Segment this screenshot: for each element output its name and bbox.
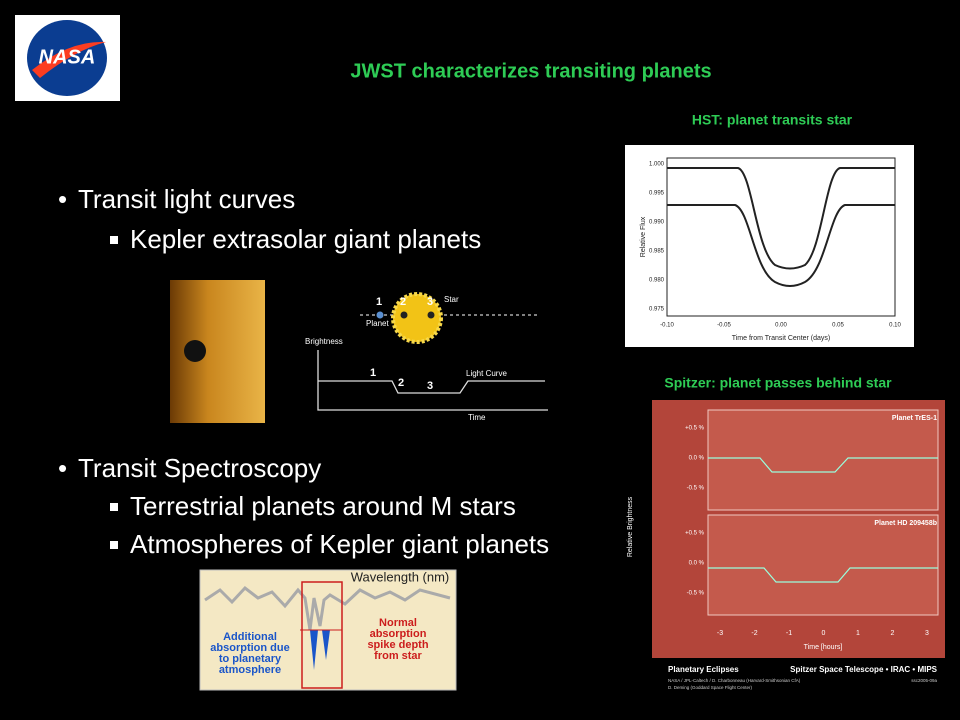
wavelength-label: Wavelength (nm): [351, 569, 450, 584]
step-label: 1: [370, 367, 376, 379]
logo-swoosh: [32, 41, 106, 78]
bullet-text: Transit light curves: [78, 184, 295, 214]
bullet-list: • Transit light curves Kepler extrasolar…: [58, 184, 549, 559]
hst-panel: [625, 145, 914, 347]
step-label: 3: [427, 296, 433, 308]
hst-x-tick-label: 0.05: [832, 323, 844, 329]
spitzer-y-tick-label: +0.5 %: [685, 426, 705, 432]
hst-y-tick-label: 1.000: [649, 162, 665, 168]
logo-text: NASA: [39, 46, 96, 68]
spectrum-figure: Wavelength (nm): [199, 569, 457, 691]
spectrum-note-right: from star: [374, 650, 422, 662]
time-label: Time: [468, 413, 486, 422]
panel-label: Planet HD 209458b: [874, 520, 937, 527]
hst-curve-lower: [667, 204, 895, 287]
spitzer-footer: Planetary Eclipses: [668, 665, 739, 674]
sub-bullet-text: Atmospheres of Kepler giant planets: [130, 529, 549, 559]
eclipse-model: [708, 457, 938, 473]
planet-position: [427, 311, 435, 319]
image-id: ssc2005-09a: [911, 678, 937, 683]
hst-curve-upper: [667, 167, 895, 270]
hst-y-tick-label: 0.995: [649, 191, 665, 197]
spectrum-note-right: Normal: [379, 617, 417, 629]
spitzer-x-tick-label: -1: [786, 630, 792, 637]
star: [391, 292, 443, 344]
sun-photo: [170, 280, 265, 423]
spitzer-x-tick-label: 0: [822, 630, 826, 637]
transit-diagram: 1 2 3 Star Planet Brightness 1 2 3 Light…: [305, 292, 548, 422]
sub-bullet-text: Kepler extrasolar giant planets: [130, 224, 481, 254]
step-label: 2: [400, 296, 406, 308]
bullet-marker: •: [58, 184, 67, 214]
sub-bullet-marker: [110, 503, 118, 511]
spitzer-y-tick-label: -0.5 %: [687, 591, 705, 597]
slide-title: JWST characterizes transiting planets: [350, 60, 711, 82]
star-label: Star: [444, 295, 459, 304]
spectrum-note-right: absorption: [370, 628, 427, 640]
spitzer-x-tick-label: 1: [856, 630, 860, 637]
hst-plot: Relative Flux Time from Transit Center (…: [625, 145, 914, 347]
bullet-text: Transit Spectroscopy: [78, 453, 321, 483]
spitzer-footer-right: Spitzer Space Telescope • IRAC • MIPS: [790, 665, 937, 674]
hst-y-tick-label: 0.975: [649, 307, 665, 313]
step-label: 2: [398, 377, 404, 389]
step-label: 1: [376, 296, 382, 308]
hst-xlabel: Time from Transit Center (days): [732, 335, 831, 342]
hst-x-tick-label: -0.10: [660, 323, 674, 329]
light-curve: [318, 380, 545, 394]
spitzer-caption: Spitzer: planet passes behind star: [664, 375, 892, 391]
spitzer-x-tick-label: 3: [925, 630, 929, 637]
highlight-box: [301, 581, 343, 689]
spitzer-plot-bottom: [707, 514, 939, 616]
spitzer-y-tick-label: 0.0 %: [689, 561, 705, 567]
hst-y-tick-label: 0.980: [649, 278, 665, 284]
spitzer-x-tick-label: -2: [751, 630, 757, 637]
spectrum-note-right: spike depth: [367, 639, 428, 651]
sub-bullet-marker: [110, 236, 118, 244]
spitzer-y-tick-label: -0.5 %: [687, 486, 705, 492]
hst-x-tick-label: 0.10: [889, 323, 901, 329]
spitzer-x-tick-label: -3: [717, 630, 723, 637]
planet-silhouette: [184, 340, 206, 362]
hst-y-tick-label: 0.990: [649, 220, 665, 226]
planet-label: Planet: [366, 319, 389, 328]
nasa-logo: NASA: [15, 15, 120, 101]
spectrum-note-left: atmosphere: [219, 664, 281, 676]
spitzer-plot-top: [707, 409, 939, 511]
spitzer-x-tick-label: 2: [891, 630, 895, 637]
hst-caption: HST: planet transits star: [692, 112, 853, 128]
axes: [317, 350, 548, 411]
spitzer-figure: Relative Brightness Planet TrES-1 Planet…: [627, 400, 945, 710]
curve-label: Light Curve: [466, 369, 507, 378]
spectrum-note-left: Additional: [223, 631, 277, 643]
planet-position: [376, 311, 384, 319]
credit-line: NASA / JPL-Caltech / D. Charbonneau (Har…: [668, 678, 801, 683]
eclipse-model: [708, 567, 938, 583]
spitzer-footer-bg: [652, 658, 945, 710]
panel-label: Planet TrES-1: [892, 415, 937, 422]
step-label: 3: [427, 380, 433, 392]
spitzer-y-tick-label: +0.5 %: [685, 531, 705, 537]
credit-line: D. Deming (Goddard Space Flight Center): [668, 685, 753, 690]
spitzer-y-tick-label: 0.0 %: [689, 456, 705, 462]
hst-frame: [666, 157, 896, 317]
planet-position: [400, 311, 408, 319]
hst-x-tick-label: 0.00: [775, 323, 787, 329]
sub-bullet-text: Terrestrial planets around M stars: [130, 491, 516, 521]
hst-x-tick-label: -0.05: [717, 323, 731, 329]
brightness-label: Brightness: [305, 337, 343, 346]
spectrum-note-left: absorption due: [210, 642, 289, 654]
hst-y-tick-label: 0.985: [649, 249, 665, 255]
absorption-spike: [310, 630, 330, 670]
sub-bullet-marker: [110, 541, 118, 549]
spitzer-ylabel: Relative Brightness: [627, 496, 634, 557]
spectrum-note-left: to planetary: [219, 653, 282, 665]
hst-ylabel: Relative Flux: [640, 216, 647, 257]
spectrum-line: [204, 585, 451, 631]
spitzer-xlabel: Time [hours]: [804, 644, 843, 651]
bullet-marker: •: [58, 453, 67, 483]
